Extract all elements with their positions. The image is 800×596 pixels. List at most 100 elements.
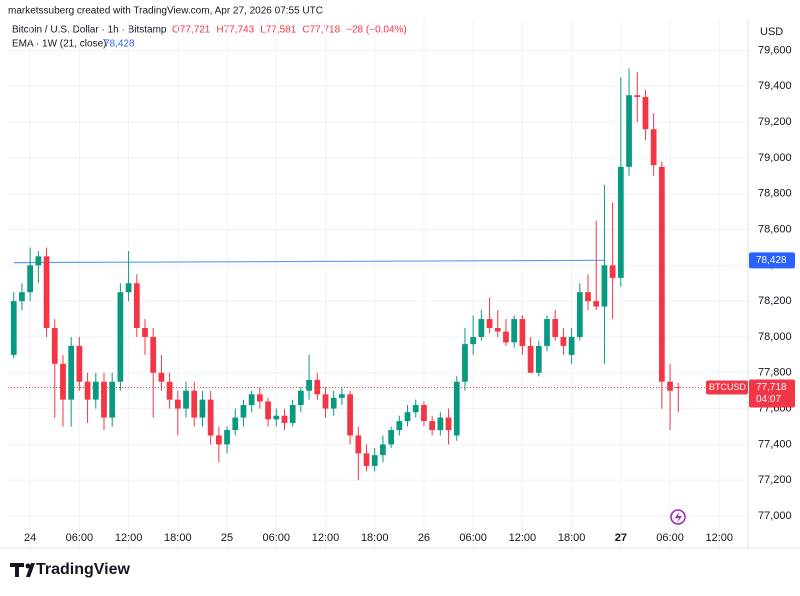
candle-body	[84, 381, 91, 400]
ema-value: 78,428	[104, 39, 135, 50]
candle-body	[462, 344, 468, 382]
logo: TradingView	[10, 561, 131, 578]
x-tick-label: 06:00	[656, 532, 684, 544]
y-tick-label: 78,600	[758, 223, 792, 235]
candle-body	[503, 331, 509, 343]
y-tick-label: 77,400	[758, 438, 792, 450]
y-tick-label: 79,000	[758, 152, 792, 164]
candle-body	[658, 166, 665, 382]
candle-body	[101, 381, 107, 418]
candle-body	[265, 401, 271, 420]
x-tick-label: 24	[24, 532, 36, 544]
candle-body	[240, 405, 247, 418]
candle-body	[298, 390, 304, 406]
candle-body	[68, 345, 75, 400]
y-tick-label: 79,200	[758, 116, 792, 128]
credit: marketssuberg created with TradingView.c…	[8, 6, 323, 17]
candle-body	[667, 381, 673, 391]
candle-body	[256, 394, 263, 402]
candle-body	[355, 435, 362, 454]
y-tick-label: 77,000	[758, 510, 792, 522]
candle-body	[675, 386, 682, 388]
candle-body	[593, 301, 600, 307]
candle-body	[60, 363, 66, 400]
candle-body	[478, 319, 485, 337]
candle-body	[552, 319, 559, 337]
ohlc-legend: O77,721 H77,743 L77,581 C77,718 −28 (−0.04%)	[172, 25, 407, 36]
candle-body	[281, 415, 288, 423]
candle-body	[404, 412, 411, 422]
candle-body	[568, 336, 575, 355]
ema-label: EMA · 1W (21, close)	[12, 39, 106, 50]
candle-body	[429, 421, 436, 431]
candle-body	[421, 405, 427, 422]
candle-body	[322, 394, 329, 409]
candle-body	[396, 421, 403, 431]
candle-body	[371, 455, 378, 466]
candle-body	[412, 405, 419, 413]
x-tick-label: 12:00	[509, 532, 537, 544]
x-tick-label: 06:00	[263, 532, 291, 544]
x-tick-label: 18:00	[361, 532, 389, 544]
candle-body	[35, 256, 42, 266]
countdown: 04:07	[756, 394, 781, 405]
candle-body	[494, 328, 501, 332]
candle-body	[576, 292, 583, 337]
candle-body	[601, 265, 608, 307]
candle-body	[535, 345, 542, 373]
candle-body	[470, 336, 477, 345]
candle-body	[306, 379, 312, 391]
ohlc-value: L77,581	[260, 25, 297, 36]
price-tag-label: 77,718	[756, 382, 787, 393]
y-tick-label: 79,400	[758, 80, 792, 92]
candle-body	[150, 336, 157, 373]
candle-body	[339, 394, 345, 398]
candle-body	[43, 256, 50, 329]
candle-body	[617, 166, 624, 278]
candle-body	[609, 265, 616, 278]
candle-body	[486, 319, 493, 329]
candle-body	[289, 405, 296, 423]
candle-body	[248, 394, 255, 406]
ema-tag	[749, 252, 795, 269]
y-tick-label: 78,800	[758, 188, 792, 200]
candle-body	[215, 435, 222, 445]
ohlc-value: −28 (−0.04%)	[346, 25, 407, 36]
candle-body	[511, 319, 518, 343]
candle-body	[207, 399, 214, 436]
y-tick-label: 78,000	[758, 331, 792, 343]
candle-body	[92, 381, 99, 400]
candle-body	[51, 328, 58, 364]
x-tick-label: 18:00	[558, 532, 586, 544]
candle-body	[142, 328, 148, 337]
candle-body	[388, 430, 394, 445]
ohlc-value: C77,718	[302, 25, 340, 36]
symbol-tag	[706, 380, 748, 395]
x-tick-label: 12:00	[115, 532, 143, 544]
x-tick-label: 06:00	[459, 532, 487, 544]
candle-body	[158, 372, 165, 382]
symbol-info: Bitcoin / U.S. Dollar · 1h · Bitstamp	[12, 25, 167, 36]
ema-tag-label: 78,428	[756, 255, 787, 266]
x-tick-label: 26	[418, 532, 430, 544]
candle-body	[166, 381, 173, 400]
candle-body	[626, 95, 632, 167]
candle-body	[445, 417, 452, 431]
candle-body	[133, 283, 140, 329]
ema-line	[13, 259, 605, 264]
candle-body	[174, 399, 181, 409]
candle-body	[314, 379, 321, 395]
candle-body	[109, 381, 116, 418]
x-tick-label: 12:00	[706, 532, 734, 544]
candle-body	[224, 430, 230, 445]
event-icon-bolt	[675, 512, 682, 523]
brand: TradingView	[36, 561, 131, 578]
candle-body	[380, 444, 386, 456]
y-tick-label: 78,200	[758, 295, 792, 307]
candle-body	[347, 394, 353, 436]
event-icon	[670, 509, 686, 525]
candle-body	[330, 397, 337, 409]
candle-body	[27, 265, 34, 293]
candle-body	[634, 95, 641, 98]
